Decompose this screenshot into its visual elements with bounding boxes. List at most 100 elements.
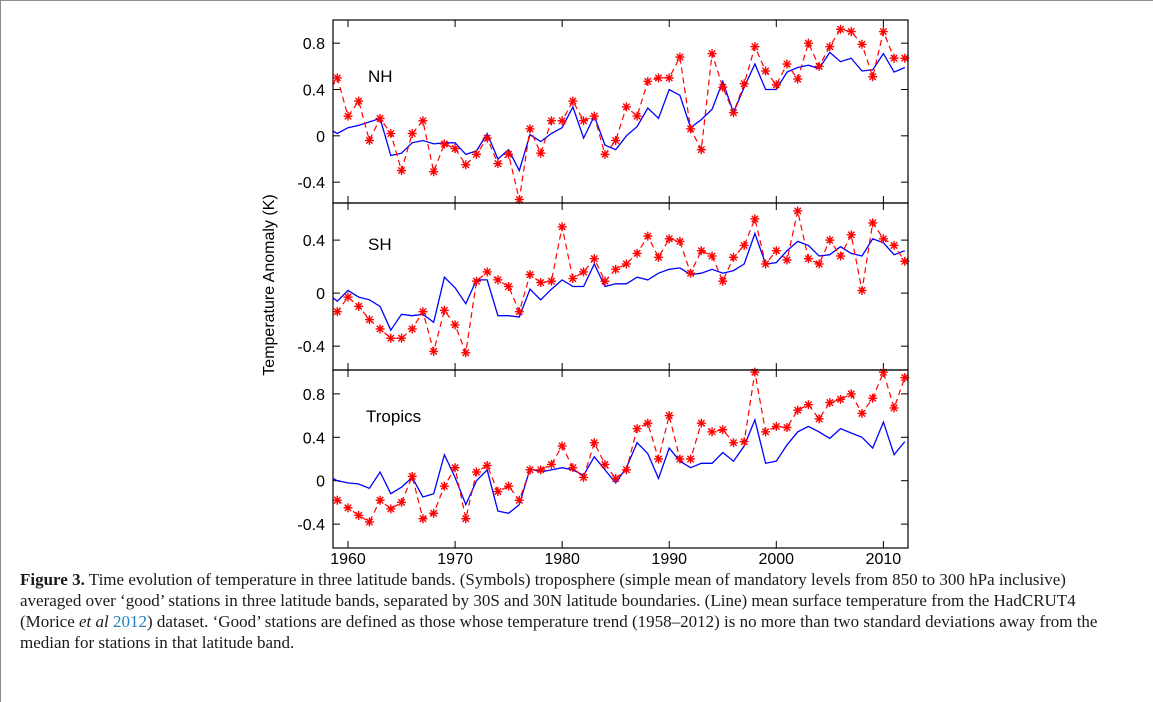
panel-tropics-troposphere-point: [525, 465, 535, 475]
panel-nh-troposphere-point: [878, 27, 888, 37]
panel-nh-troposphere-point: [343, 111, 353, 121]
panel-nh-troposphere-point: [536, 148, 546, 158]
panel-nh-troposphere-point: [632, 111, 642, 121]
panel-nh-troposphere-point: [728, 108, 738, 118]
panel-nh-troposphere-point: [621, 102, 631, 112]
panel-tropics-troposphere-point: [793, 405, 803, 415]
panel-tropics-troposphere-point: [654, 454, 664, 464]
panel-nh-troposphere-point: [675, 52, 685, 62]
panel-tropics-troposphere-point: [664, 411, 674, 421]
panel-nh-troposphere-point: [825, 42, 835, 52]
panel-tropics-troposphere-point: [900, 373, 910, 383]
caption-etal: et al: [79, 612, 109, 631]
panel-nh-troposphere-point: [900, 53, 910, 63]
panel-tropics-surface-line: [333, 417, 906, 514]
panel-nh-troposphere-point: [600, 149, 610, 159]
panel-tropics-troposphere-line: [333, 370, 906, 523]
panel-tropics-troposphere-point: [546, 459, 556, 469]
panel-tropics-ytick-label: 0.8: [303, 387, 325, 404]
panel-nh-troposphere-point: [686, 124, 696, 134]
panel-nh-troposphere-point: [439, 139, 449, 149]
panel-tropics-troposphere-point: [696, 418, 706, 428]
panel-tropics-troposphere-point: [407, 471, 417, 481]
panel-sh-troposphere-point: [332, 307, 342, 317]
panel-sh-troposphere-point: [375, 324, 385, 334]
panel-tropics-troposphere-point: [771, 421, 781, 431]
x-tick-label: 1990: [651, 551, 687, 565]
panel-sh-troposphere-point: [782, 255, 792, 265]
panel-tropics-troposphere-point: [354, 510, 364, 520]
panel-sh-troposphere-point: [407, 324, 417, 334]
panel-tropics-troposphere-point: [728, 438, 738, 448]
panel-tropics-ytick-label: 0.4: [303, 430, 325, 447]
panel-nh-troposphere-point: [525, 124, 535, 134]
panel-sh-troposphere-point: [386, 333, 396, 343]
panel-sh-troposphere-point: [514, 307, 524, 317]
panel-sh-troposphere-point: [750, 214, 760, 224]
panel-sh-troposphere-point: [621, 259, 631, 269]
panel-sh-troposphere-point: [471, 276, 481, 286]
panel-tropics-troposphere-point: [343, 503, 353, 513]
panel-sh-troposphere-point: [664, 234, 674, 244]
panel-nh-troposphere-point: [397, 166, 407, 176]
panel-sh-troposphere-point: [889, 240, 899, 250]
panel-nh-troposphere-point: [418, 116, 428, 126]
panel-nh-troposphere-point: [889, 53, 899, 63]
panel-sh-troposphere-point: [589, 254, 599, 264]
panel-tropics-troposphere-point: [846, 389, 856, 399]
panel-sh-troposphere-point: [450, 320, 460, 330]
panel-tropics-troposphere-point: [461, 514, 471, 524]
panel-nh-troposphere-point: [846, 27, 856, 37]
panel-sh-troposphere-point: [482, 267, 492, 277]
panel-nh-troposphere-point: [504, 149, 514, 159]
panel-sh-troposphere-point: [878, 234, 888, 244]
panel-nh-troposphere-point: [814, 61, 824, 71]
citation-link[interactable]: 2012: [113, 612, 148, 631]
panel-nh-troposphere-point: [557, 116, 567, 126]
panel-tropics-troposphere-point: [718, 425, 728, 435]
panel-sh-troposphere-point: [439, 305, 449, 315]
panel-nh-troposphere-point: [761, 66, 771, 76]
panel-sh-troposphere-point: [675, 236, 685, 246]
panel-tropics-ytick-label: -0.4: [297, 517, 325, 534]
panel-sh-label: SH: [368, 235, 392, 254]
x-tick-label: 1960: [330, 551, 366, 565]
panel-tropics-troposphere-point: [889, 403, 899, 413]
panel-sh-troposphere-point: [718, 276, 728, 286]
panel-nh-troposphere-point: [568, 96, 578, 106]
panel-sh-troposphere-point: [814, 259, 824, 269]
panel-tropics-troposphere-point: [825, 398, 835, 408]
left-rule: [0, 0, 1, 702]
panel-tropics-label: Tropics: [366, 407, 421, 426]
caption-text-2: ) dataset. ‘Good’ stations are defined a…: [20, 612, 1098, 652]
panel-sh-troposphere-point: [536, 278, 546, 288]
panel-tropics-troposphere-point: [364, 517, 374, 527]
panel-tropics-troposphere-point: [579, 472, 589, 482]
panel-tropics-troposphere-point: [707, 427, 717, 437]
panel-sh-troposphere-point: [579, 267, 589, 277]
panel-tropics-troposphere-point: [471, 467, 481, 477]
panel-nh-troposphere-point: [375, 113, 385, 123]
x-tick-label: 2000: [758, 551, 794, 565]
panel-tropics-troposphere-point: [450, 463, 460, 473]
panel-nh-troposphere-point: [782, 59, 792, 69]
panel-tropics-troposphere-point: [536, 465, 546, 475]
panel-nh-troposphere-point: [461, 160, 471, 170]
panel-nh-troposphere-point: [546, 116, 556, 126]
panel-sh-troposphere-point: [707, 251, 717, 261]
panel-nh-troposphere-point: [482, 133, 492, 143]
panel-nh-troposphere-point: [407, 129, 417, 139]
panel-tropics-troposphere-point: [803, 400, 813, 410]
panel-sh-troposphere-point: [568, 274, 578, 284]
panel-tropics-troposphere-point: [600, 459, 610, 469]
panel-nh-troposphere-point: [857, 39, 867, 49]
panel-sh-troposphere-point: [825, 235, 835, 245]
panel-nh-ytick-label: 0.8: [303, 36, 325, 53]
panel-sh-troposphere-point: [643, 231, 653, 241]
panel-sh-troposphere-point: [803, 254, 813, 264]
panel-nh-troposphere-point: [739, 79, 749, 89]
panel-sh-troposphere-point: [418, 307, 428, 317]
panel-nh-ytick-label: 0: [316, 129, 325, 146]
panel-tropics-troposphere-point: [514, 495, 524, 505]
